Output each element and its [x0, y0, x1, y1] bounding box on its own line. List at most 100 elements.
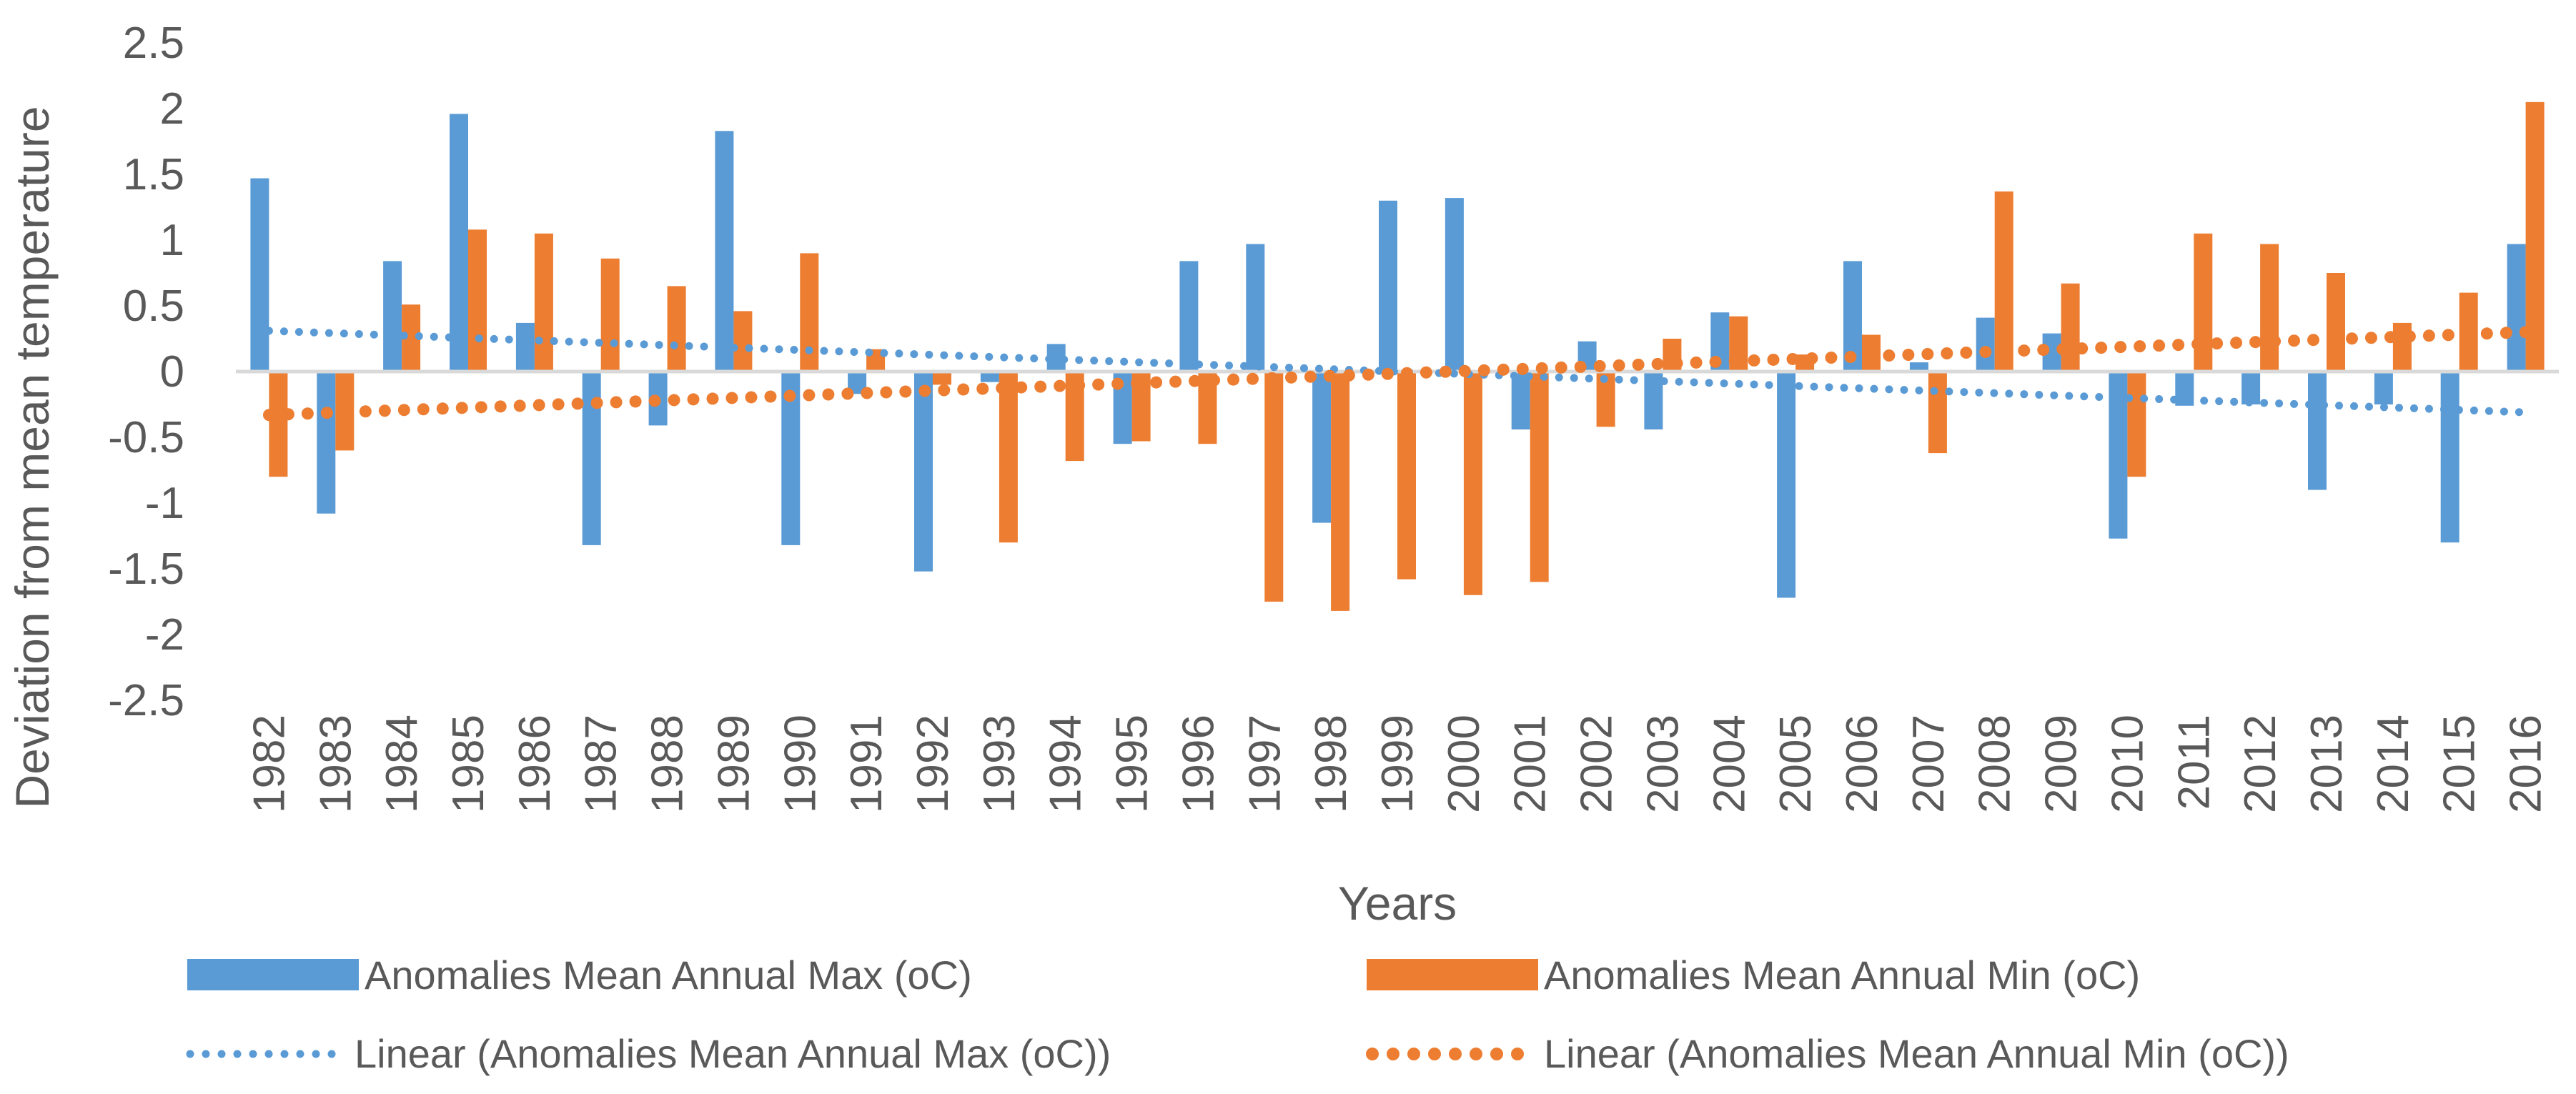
- y-tick-label: -1: [145, 479, 184, 528]
- x-tick-label: 1985: [444, 715, 493, 813]
- bar-max-2007: [1909, 362, 1928, 372]
- x-tick-label: 1984: [377, 715, 427, 813]
- bar-max-1985: [450, 114, 468, 372]
- x-tick-label: 2008: [1971, 715, 2020, 813]
- y-tick-label: -2.5: [108, 676, 184, 725]
- bar-max-1989: [715, 131, 734, 372]
- x-tick-label: 2001: [1506, 715, 1555, 813]
- bar-min-2009: [2061, 283, 2080, 372]
- x-tick-label: 1995: [1108, 715, 1157, 813]
- x-tick-label: 1998: [1307, 715, 1356, 813]
- trendline-max: [264, 327, 2530, 417]
- legend-label-min: Anomalies Mean Annual Min (oC): [1544, 953, 2140, 998]
- legend-item-min: Anomalies Mean Annual Min (oC): [1367, 953, 2140, 998]
- bar-min-1998: [1331, 372, 1350, 611]
- x-tick-label: 1997: [1240, 715, 1289, 813]
- x-tick-label: 1987: [577, 715, 626, 813]
- bar-min-2000: [1463, 372, 1482, 595]
- y-tick-label: -2: [145, 610, 184, 660]
- bar-min-2008: [1994, 191, 2013, 372]
- x-tick-label: 2011: [2169, 715, 2219, 810]
- x-tick-label: 1991: [842, 715, 891, 813]
- y-tick-label: 2: [160, 84, 184, 134]
- bar-max-1999: [1379, 200, 1397, 372]
- x-tick-label: 1983: [311, 715, 360, 813]
- legend-label-trend-max: Linear (Anomalies Mean Annual Max (oC)): [355, 1031, 1111, 1076]
- bar-max-1996: [1179, 261, 1199, 372]
- bar-max-2001: [1511, 372, 1530, 429]
- bar-min-1997: [1264, 372, 1284, 602]
- bar-max-2008: [1976, 317, 1995, 372]
- x-tick-label: 1992: [908, 715, 958, 813]
- x-tick-label: 2015: [2435, 715, 2485, 813]
- y-axis-title: Deviation from mean temperature: [6, 106, 59, 808]
- bar-max-2016: [2507, 244, 2526, 372]
- bar-min-1989: [733, 311, 753, 372]
- bar-max-2005: [1777, 372, 1796, 598]
- x-tick-label: 1986: [510, 715, 560, 813]
- x-tick-label: 2004: [1705, 715, 1754, 813]
- bar-min-1999: [1397, 372, 1416, 580]
- bar-max-1997: [1246, 244, 1265, 372]
- bar-min-1993: [999, 372, 1018, 543]
- bars: [250, 101, 2545, 611]
- bar-max-1986: [515, 322, 535, 372]
- y-tick-label: 2.5: [123, 19, 184, 68]
- y-tick-label: 0.5: [123, 282, 184, 331]
- legend-label-trend-min: Linear (Anomalies Mean Annual Min (oC)): [1544, 1031, 2289, 1076]
- x-tick-label: 2012: [2236, 715, 2285, 813]
- x-tick-label: 1988: [643, 715, 693, 813]
- bar-max-1983: [317, 372, 336, 514]
- bar-max-2000: [1445, 198, 1464, 372]
- x-tick-label: 2003: [1638, 715, 1688, 813]
- bar-min-1985: [468, 229, 487, 372]
- y-axis-ticks: 2.5 2 1.5 1 0.5 0 -0.5 -1 -1.5 -2 -2.5: [108, 19, 184, 725]
- x-tick-label: 2000: [1440, 715, 1489, 813]
- y-tick-label: 1.5: [123, 150, 184, 199]
- x-tick-label: 2007: [1904, 715, 1953, 813]
- x-tick-label: 1989: [709, 715, 758, 813]
- x-tick-label: 2005: [1771, 715, 1820, 813]
- x-tick-label: 2009: [2037, 715, 2086, 813]
- bar-min-2011: [2194, 233, 2213, 372]
- bar-max-1984: [383, 261, 402, 372]
- bar-min-1982: [269, 372, 288, 477]
- bar-min-2013: [2327, 273, 2345, 372]
- legend-swatch-min: [1367, 959, 1538, 990]
- legend-item-trend-max: Linear (Anomalies Mean Annual Max (oC)): [186, 1031, 1111, 1076]
- bar-min-2010: [2127, 372, 2146, 477]
- bar-max-1982: [250, 178, 269, 372]
- bar-max-2013: [2308, 372, 2327, 490]
- legend: Anomalies Mean Annual Max (oC) Anomalies…: [186, 953, 2289, 1076]
- x-tick-label: 1996: [1174, 715, 1223, 813]
- bar-max-1992: [914, 372, 933, 572]
- bar-min-1987: [600, 258, 620, 372]
- bar-min-1988: [667, 286, 686, 372]
- legend-item-max: Anomalies Mean Annual Max (oC): [187, 953, 972, 998]
- legend-label-max: Anomalies Mean Annual Max (oC): [365, 953, 972, 998]
- x-tick-label: 1982: [244, 715, 294, 813]
- bar-max-2014: [2374, 372, 2393, 404]
- x-tick-label: 2013: [2302, 715, 2352, 813]
- bar-max-1993: [980, 372, 999, 382]
- x-tick-label: 2014: [2369, 715, 2418, 813]
- y-tick-label: -0.5: [108, 413, 184, 462]
- bar-min-2014: [2392, 322, 2412, 372]
- legend-swatch-max: [187, 959, 359, 990]
- legend-item-trend-min: Linear (Anomalies Mean Annual Min (oC)): [1366, 1031, 2289, 1076]
- x-axis-ticks: 1982 1983 1984 1985 1986 1987 1988 1989 1990 1991…: [244, 715, 2550, 813]
- x-tick-label: 2010: [2103, 715, 2152, 813]
- x-tick-label: 2016: [2502, 715, 2551, 813]
- x-tick-label: 1999: [1373, 715, 1422, 813]
- x-tick-label: 2002: [1572, 715, 1622, 813]
- y-tick-label: -1.5: [108, 544, 184, 594]
- x-tick-label: 1994: [1041, 715, 1091, 813]
- bar-min-1986: [534, 233, 553, 372]
- bar-min-2001: [1530, 372, 1549, 582]
- bar-min-2012: [2260, 244, 2279, 372]
- y-tick-label: 0: [160, 347, 184, 397]
- y-tick-label: 1: [160, 216, 184, 265]
- trendlines: [262, 326, 2532, 422]
- bar-min-2016: [2525, 101, 2545, 372]
